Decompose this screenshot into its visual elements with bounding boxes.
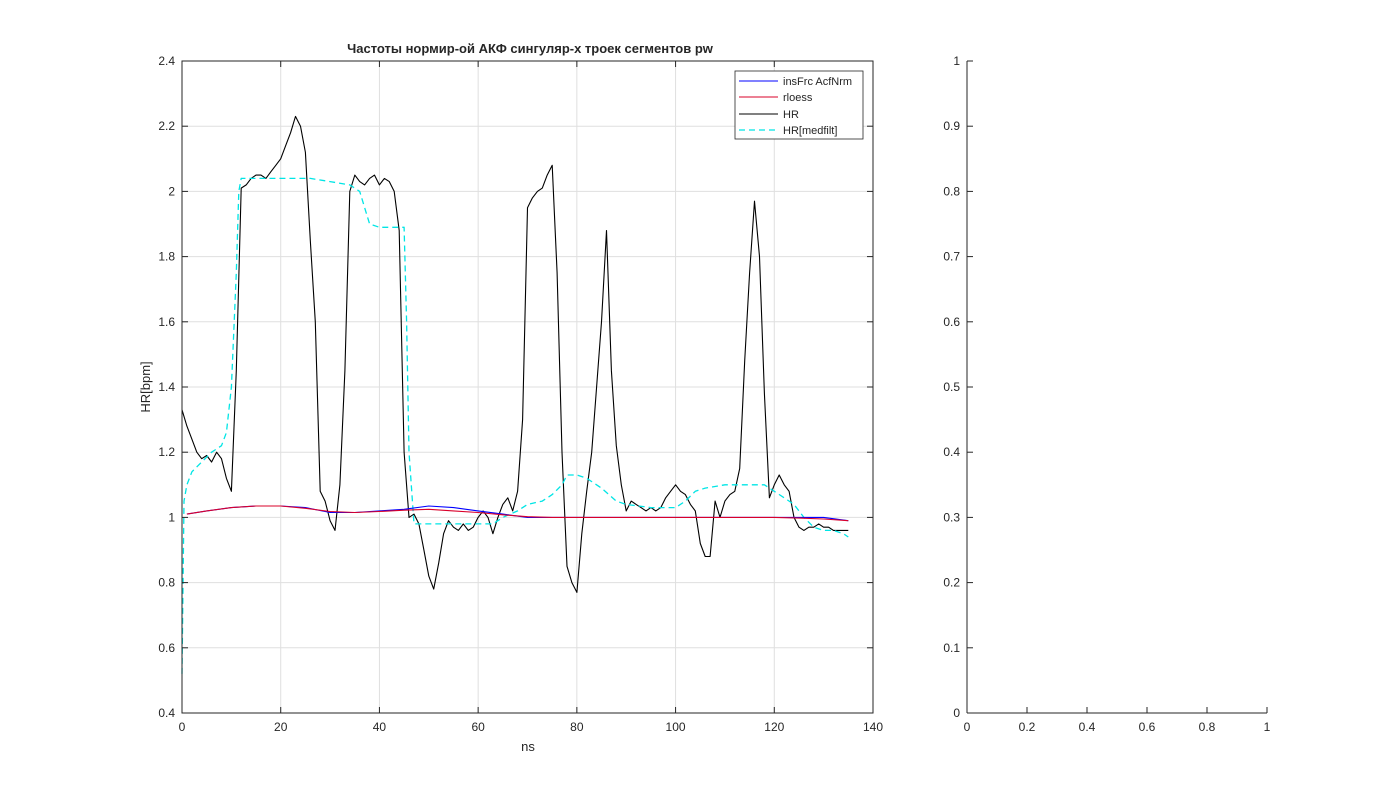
empty-y-tick-label: 1 — [953, 54, 960, 68]
hr-axes: 0 20 40 60 80 100 120 140 0.4 0.6 0.8 1 1.2 1.4 1.6 1.8… — [138, 41, 883, 754]
hr-y-tick-label: 0.4 — [158, 706, 175, 720]
legend-label-insfrc: insFrc AcfNrm — [783, 76, 852, 88]
hr-x-tick-label: 120 — [764, 720, 784, 734]
empty-y-tick-label: 0.9 — [943, 119, 960, 133]
hr-y-tick-label: 1.4 — [158, 380, 175, 394]
hr-x-tick-label: 20 — [274, 720, 288, 734]
hr-y-tick-label: 2.2 — [158, 119, 175, 133]
empty-x-tick-label: 0.6 — [1139, 720, 1156, 734]
empty-x-tick-label: 1 — [1264, 720, 1271, 734]
empty-x-tick-label: 0.4 — [1079, 720, 1096, 734]
hr-x-axis-label: ns — [521, 739, 535, 754]
hr-x-tick-label: 60 — [471, 720, 485, 734]
empty-x-tick-label: 0.2 — [1019, 720, 1036, 734]
hr-axes-ticks: 0 20 40 60 80 100 120 140 0.4 0.6 0.8 1 1.2 1.4 1.6 1.8… — [158, 54, 883, 734]
hr-axes-series — [181, 115, 849, 674]
empty-x-tick-label: 0.8 — [1199, 720, 1216, 734]
empty-y-tick-label: 0.2 — [943, 576, 960, 590]
hr-chart-title: Частоты нормир-ой АКФ сингуляр-х троек с… — [347, 41, 714, 56]
empty-axes: 0 0.2 0.4 0.6 0.8 1 0 0.1 0.2 0.3 0.4 0.5 0.6 0.7 0.8 0… — [943, 54, 1270, 734]
hr-y-tick-label: 1 — [168, 510, 175, 524]
empty-x-tick-label: 0 — [964, 720, 971, 734]
hr-y-tick-label: 0.8 — [158, 576, 175, 590]
hr-y-tick-label: 1.8 — [158, 250, 175, 264]
hr-y-tick-label: 1.2 — [158, 445, 175, 459]
legend-box — [734, 70, 864, 140]
hr-x-tick-label: 40 — [373, 720, 387, 734]
empty-y-tick-label: 0.4 — [943, 445, 960, 459]
empty-y-tick-label: 0.6 — [943, 315, 960, 329]
legend-label-hr-medfilt: HR[medfilt] — [783, 125, 837, 137]
hr-y-tick-label: 1.6 — [158, 315, 175, 329]
empty-y-tick-label: 0 — [953, 706, 960, 720]
empty-axes-ticks: 0 0.2 0.4 0.6 0.8 1 0 0.1 0.2 0.3 0.4 0.5 0.6 0.7 0.8 0… — [943, 54, 1270, 734]
hr-y-axis-label: HR[bpm] — [138, 361, 153, 412]
legend-label-rloess: rloess — [783, 92, 813, 104]
legend-label-hr: HR — [783, 109, 799, 121]
empty-y-tick-label: 0.1 — [943, 641, 960, 655]
series-line-hr — [181, 115, 849, 593]
empty-axes-background — [967, 61, 1267, 713]
hr-x-tick-label: 0 — [179, 720, 186, 734]
hr-x-tick-label: 140 — [863, 720, 883, 734]
empty-y-tick-label: 0.3 — [943, 510, 960, 524]
hr-x-tick-label: 80 — [570, 720, 584, 734]
hr-x-tick-label: 100 — [666, 720, 686, 734]
hr-y-tick-label: 0.6 — [158, 641, 175, 655]
hr-y-tick-label: 2 — [168, 184, 175, 198]
series-line-rloess — [186, 505, 849, 522]
hr-legend: insFrc AcfNrm rloess HR HR[medfilt] — [734, 70, 864, 140]
empty-y-tick-label: 0.7 — [943, 250, 960, 264]
empty-y-tick-label: 0.8 — [943, 184, 960, 198]
hr-y-tick-label: 2.4 — [158, 54, 175, 68]
series-line-hr-medfilt — [181, 177, 849, 674]
empty-y-tick-label: 0.5 — [943, 380, 960, 394]
